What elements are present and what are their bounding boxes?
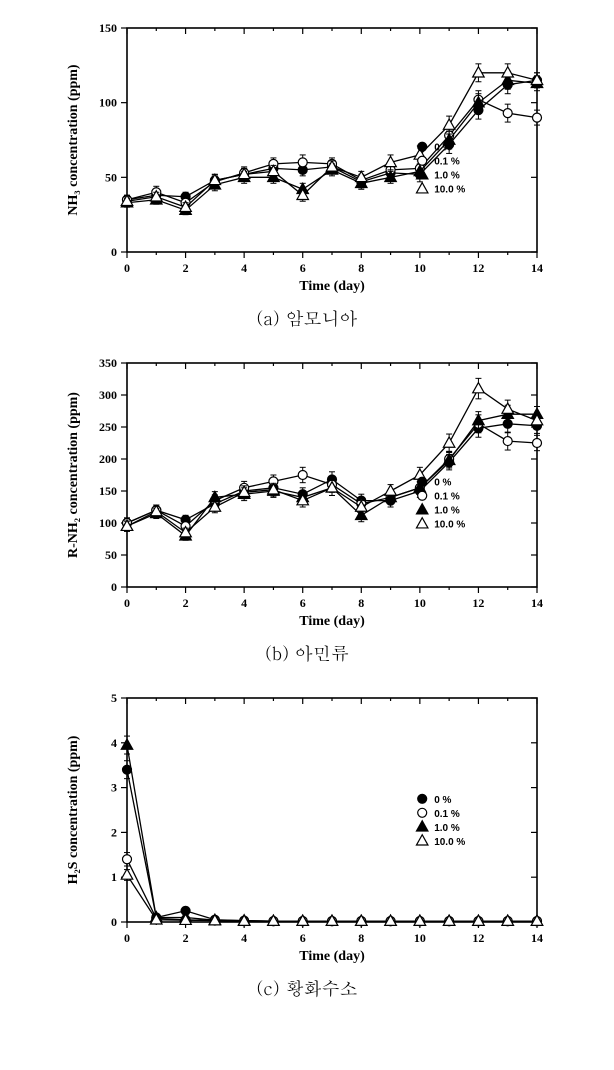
svg-text:6: 6 — [300, 261, 306, 275]
svg-text:100: 100 — [99, 96, 117, 110]
svg-text:14: 14 — [531, 931, 543, 945]
svg-text:50: 50 — [105, 548, 117, 562]
svg-text:8: 8 — [358, 261, 364, 275]
svg-text:10.0 %: 10.0 % — [434, 837, 465, 848]
svg-text:200: 200 — [99, 452, 117, 466]
svg-text:100: 100 — [99, 516, 117, 530]
svg-text:1.0 %: 1.0 % — [434, 171, 460, 182]
chart-c-container: 02468101214012345Time (day)H₂S concentra… — [57, 680, 557, 1015]
svg-text:2: 2 — [183, 596, 189, 610]
svg-text:0: 0 — [124, 261, 130, 275]
chart-a-container: 0 2 4 6 8 10 12 14 0 50 100 150 Time (day) NH₃ concen… — [57, 10, 557, 345]
svg-text:2: 2 — [183, 931, 189, 945]
svg-text:4: 4 — [111, 736, 117, 750]
svg-text:14: 14 — [531, 596, 543, 610]
svg-text:5: 5 — [111, 691, 117, 705]
svg-text:300: 300 — [99, 388, 117, 402]
svg-text:4: 4 — [241, 931, 247, 945]
svg-text:150: 150 — [99, 484, 117, 498]
figure-stack: 02468101214050100150Time (day)NH₃ concen… — [0, 0, 614, 1025]
svg-text:6: 6 — [300, 931, 306, 945]
svg-text:14: 14 — [531, 261, 543, 275]
svg-text:0 %: 0 % — [434, 795, 451, 806]
svg-text:1.0 %: 1.0 % — [434, 823, 460, 834]
svg-text:150: 150 — [99, 21, 117, 35]
chart-c: 02468101214012345Time (day)H₂S concentra… — [57, 680, 557, 970]
svg-text:0.1 %: 0.1 % — [434, 809, 460, 820]
chart-a: 0 2 4 6 8 10 12 14 0 50 100 150 Time (day) NH₃ concen… — [57, 10, 557, 300]
chart-b-container: 0 2 4 6 8 10 12 14 0 50 100 150 200 250 300 350 Time (da… — [57, 345, 557, 680]
svg-text:2: 2 — [183, 261, 189, 275]
svg-text:250: 250 — [99, 420, 117, 434]
svg-text:0: 0 — [111, 245, 117, 259]
caption-b: (b) 아민류 — [57, 641, 557, 666]
caption-c: (c) 황화수소 — [57, 976, 557, 1001]
svg-text:10.0 %: 10.0 % — [434, 520, 465, 531]
svg-text:0.1 %: 0.1 % — [434, 157, 460, 168]
svg-text:H₂S concentration (ppm): H₂S concentration (ppm) — [66, 735, 81, 884]
svg-text:Time (day): Time (day) — [299, 949, 365, 964]
svg-text:0: 0 — [111, 580, 117, 594]
svg-text:10: 10 — [414, 596, 426, 610]
svg-text:12: 12 — [472, 931, 484, 945]
svg-text:2: 2 — [111, 825, 117, 839]
svg-text:NH₃ concentration (ppm): NH₃ concentration (ppm) — [66, 64, 81, 216]
svg-text:4: 4 — [241, 261, 247, 275]
svg-text:8: 8 — [358, 931, 364, 945]
svg-text:10: 10 — [414, 931, 426, 945]
svg-text:1: 1 — [111, 870, 117, 884]
svg-text:3: 3 — [111, 781, 117, 795]
svg-text:50: 50 — [105, 170, 117, 184]
svg-text:8: 8 — [358, 596, 364, 610]
svg-text:4: 4 — [241, 596, 247, 610]
svg-text:0: 0 — [124, 931, 130, 945]
svg-text:Time (day): Time (day) — [299, 614, 365, 629]
svg-text:1.0 %: 1.0 % — [434, 506, 460, 517]
svg-text:0.1 %: 0.1 % — [434, 492, 460, 503]
svg-text:10: 10 — [414, 261, 426, 275]
svg-text:12: 12 — [472, 261, 484, 275]
svg-text:0 %: 0 % — [434, 143, 451, 154]
svg-text:6: 6 — [300, 596, 306, 610]
svg-text:R-NH₂ concentration (ppm): R-NH₂ concentration (ppm) — [66, 392, 81, 558]
caption-a: (a) 암모니아 — [57, 306, 557, 331]
svg-text:10.0 %: 10.0 % — [434, 185, 465, 196]
svg-text:Time (day): Time (day) — [299, 279, 365, 294]
chart-b: 0 2 4 6 8 10 12 14 0 50 100 150 200 250 300 350 Time (da… — [57, 345, 557, 635]
svg-text:12: 12 — [472, 596, 484, 610]
svg-text:350: 350 — [99, 356, 117, 370]
svg-text:0: 0 — [124, 596, 130, 610]
svg-text:0 %: 0 % — [434, 478, 451, 489]
svg-text:0: 0 — [111, 915, 117, 929]
